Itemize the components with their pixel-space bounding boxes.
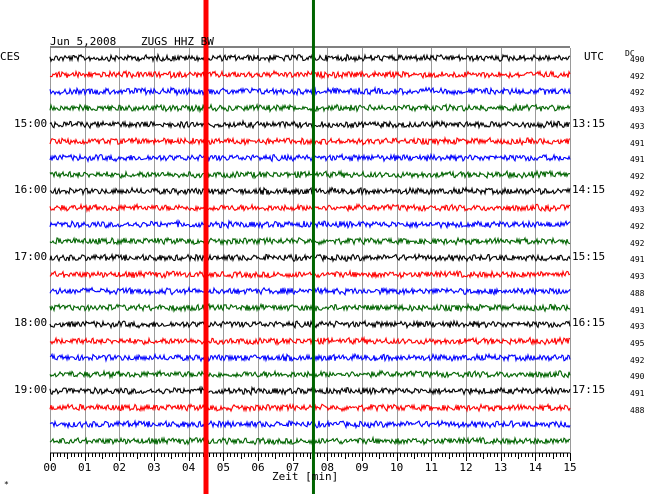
seismic-trace bbox=[49, 218, 571, 230]
seismic-trace bbox=[49, 302, 571, 313]
dc-offset-label: 492 bbox=[630, 355, 645, 365]
dc-offset-label: 488 bbox=[630, 405, 645, 415]
seismic-trace bbox=[49, 335, 571, 346]
x-tick-label: 04 bbox=[182, 461, 196, 474]
seismic-trace bbox=[49, 169, 571, 180]
x-tick-label: 06 bbox=[251, 461, 264, 474]
dc-offset-label: 491 bbox=[630, 138, 645, 148]
seismic-trace bbox=[49, 285, 571, 297]
station-label: ZUGS HHZ BW bbox=[141, 35, 214, 48]
seismic-trace bbox=[49, 135, 571, 147]
seismic-traces bbox=[49, 52, 571, 447]
dc-offset-label: 493 bbox=[630, 121, 645, 131]
utc-hour-label: 17:15 bbox=[572, 383, 606, 396]
left-timezone-label: CES bbox=[0, 50, 20, 63]
dc-offset-label: 493 bbox=[630, 272, 645, 282]
dc-offset-label: 492 bbox=[630, 238, 645, 248]
dc-offset-label: 493 bbox=[630, 105, 645, 115]
seismic-trace bbox=[49, 269, 571, 280]
seismic-trace bbox=[49, 52, 571, 64]
utc-hour-label: 14:15 bbox=[572, 183, 606, 197]
x-tick-label: 14 bbox=[529, 461, 543, 474]
seismic-trace bbox=[49, 369, 571, 380]
seismic-trace bbox=[49, 236, 571, 247]
seismic-trace bbox=[49, 185, 571, 197]
x-tick-label: 15 bbox=[563, 461, 576, 474]
seismic-trace bbox=[49, 119, 570, 130]
seismic-trace bbox=[49, 202, 571, 213]
dc-offset-label: 488 bbox=[630, 288, 645, 298]
x-tick-label: 05 bbox=[217, 461, 230, 474]
utc-hour-label: 16:15 bbox=[572, 316, 606, 330]
seismic-trace bbox=[49, 252, 571, 263]
date-label: Jun 5,2008 bbox=[50, 35, 117, 48]
dc-offset-label: 491 bbox=[630, 305, 645, 315]
x-tick-label: 07 bbox=[286, 461, 299, 474]
x-tick-label: 02 bbox=[113, 461, 126, 474]
dc-offset-label: 491 bbox=[630, 155, 645, 165]
corner-mark: * bbox=[4, 480, 9, 489]
x-tick-label: 00 bbox=[43, 461, 56, 474]
dc-offset-label: 493 bbox=[630, 205, 645, 215]
x-tick-label: 09 bbox=[355, 461, 368, 474]
utc-hour-label: 15:15 bbox=[572, 249, 606, 263]
x-tick-label: 08 bbox=[321, 461, 334, 474]
dc-offset-label: 490 bbox=[630, 55, 645, 64]
dc-offset-label: 491 bbox=[630, 389, 645, 398]
x-tick-label: 11 bbox=[425, 461, 438, 474]
cest-hour-label: 15:00 bbox=[14, 116, 48, 130]
seismic-trace bbox=[49, 419, 571, 430]
vertical-gridlines bbox=[50, 46, 571, 453]
x-tick-label: 10 bbox=[390, 461, 403, 474]
dc-header-label: DC bbox=[625, 49, 635, 58]
seismic-trace bbox=[49, 402, 571, 413]
seismic-trace bbox=[49, 152, 571, 164]
x-tick-label: 01 bbox=[78, 461, 91, 474]
seismic-trace bbox=[49, 69, 571, 80]
x-tick-label: 13 bbox=[494, 461, 507, 474]
dc-offset-label: 490 bbox=[630, 372, 645, 382]
dc-offset-label: 492 bbox=[630, 71, 645, 81]
seismic-trace bbox=[49, 352, 571, 363]
seismic-trace bbox=[49, 435, 571, 447]
dc-offset-label: 492 bbox=[630, 171, 645, 181]
seismic-trace bbox=[49, 85, 571, 97]
dc-offset-label: 493 bbox=[630, 322, 645, 332]
dc-offset-label: 491 bbox=[630, 255, 645, 265]
seismic-trace bbox=[49, 319, 571, 330]
event-markers bbox=[203, 0, 315, 494]
cest-hour-label: 18:00 bbox=[14, 316, 48, 330]
dc-offset-label: 495 bbox=[630, 338, 645, 348]
x-tick-label: 03 bbox=[147, 461, 160, 474]
cest-hour-label: 16:00 bbox=[14, 183, 48, 197]
seismic-trace bbox=[49, 102, 571, 114]
x-axis-title: Zeit [min] bbox=[272, 470, 339, 483]
seismic-trace bbox=[49, 385, 571, 397]
dc-offset-label: 492 bbox=[630, 88, 645, 98]
right-timezone-label: UTC bbox=[584, 50, 604, 63]
cest-hour-label: 17:00 bbox=[14, 249, 48, 263]
x-tick-label: 12 bbox=[459, 461, 472, 474]
dc-offset-label: 492 bbox=[630, 222, 645, 231]
utc-hour-label: 13:15 bbox=[572, 116, 606, 130]
dc-offset-label: 492 bbox=[630, 188, 645, 198]
cest-hour-label: 19:00 bbox=[14, 383, 48, 396]
time-axis: 00 01 02 03 04 05 06 07 08 09 10 11 12 13 14 15 bbox=[43, 452, 577, 474]
